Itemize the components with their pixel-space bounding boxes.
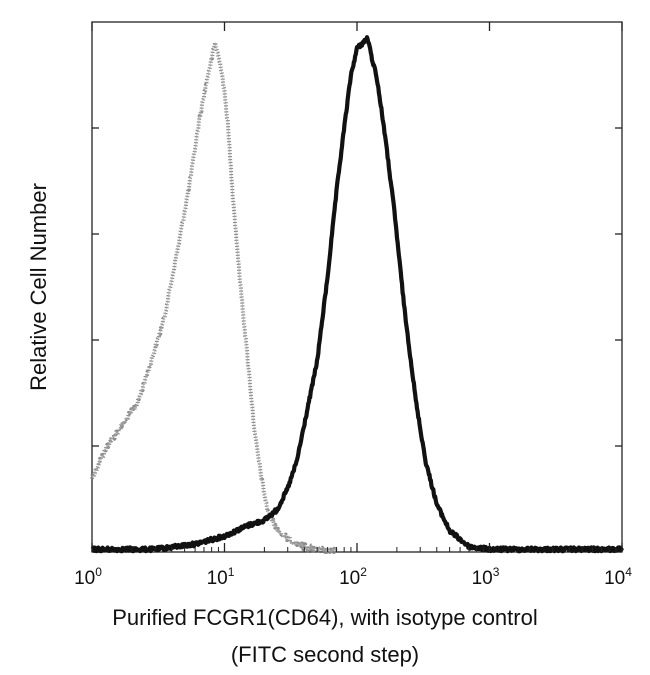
x-tick-exp-3: 3: [493, 565, 500, 579]
x-tick-label-1: 101: [207, 565, 235, 589]
x-tick-base-0: 10: [74, 568, 95, 589]
x-axis-title-line-1: Purified FCGR1(CD64), with isotype contr…: [112, 605, 537, 630]
x-tick-label-0: 100: [74, 565, 102, 589]
x-tick-exp-0: 0: [95, 565, 102, 579]
series-2: [90, 35, 624, 554]
series-1: [90, 40, 338, 554]
x-axis-title-line-2: (FITC second step): [231, 642, 419, 667]
x-tick-exp-4: 4: [625, 565, 632, 579]
x-tick-label-4: 104: [604, 565, 632, 589]
x-tick-exp-1: 1: [228, 565, 235, 579]
y-axis-title: Relative Cell Number: [26, 183, 51, 391]
x-tick-base-4: 10: [604, 568, 625, 589]
x-tick-label-3: 103: [472, 565, 500, 589]
x-tick-label-2: 102: [339, 565, 367, 589]
x-tick-exp-2: 2: [360, 565, 367, 579]
y-axis-ticks: [92, 127, 622, 447]
series-2-trace: [90, 35, 624, 554]
x-tick-base-3: 10: [472, 568, 493, 589]
x-tick-base-2: 10: [339, 568, 360, 589]
x-axis-ticks: 100 101 102 103 104: [74, 22, 632, 589]
series-1-trace: [90, 40, 338, 554]
series-1-trace-inner: [91, 42, 337, 554]
series-layer: [90, 35, 624, 554]
x-tick-base-1: 10: [207, 568, 228, 589]
